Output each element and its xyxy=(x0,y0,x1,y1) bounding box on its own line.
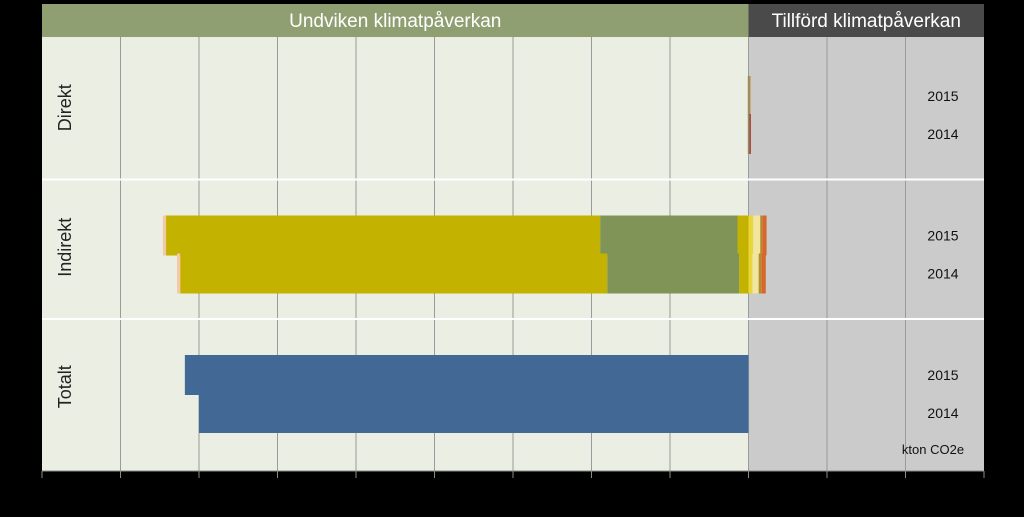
bar-segment xyxy=(753,215,761,256)
year-label: 2015 xyxy=(927,88,958,104)
bar-segment xyxy=(762,215,767,256)
bar-segment xyxy=(607,253,740,294)
header-left-label: Undviken klimatpåverkan xyxy=(289,11,501,32)
group-label: Indirekt xyxy=(55,218,75,277)
group-label: Totalt xyxy=(55,365,75,408)
year-label: 2014 xyxy=(927,266,958,282)
added-area-background xyxy=(748,37,984,471)
header-right-label: Tillförd klimatpåverkan xyxy=(772,11,961,32)
bars xyxy=(162,76,767,433)
chart-header: Undviken klimatpåverkan Tillförd klimatp… xyxy=(289,11,961,32)
bar-segment xyxy=(758,253,762,294)
bar-segment xyxy=(177,253,181,294)
year-label: 2014 xyxy=(927,405,958,421)
bar-segment xyxy=(166,215,601,256)
year-label: 2014 xyxy=(927,126,958,142)
group-label: Direkt xyxy=(55,84,75,131)
unit-label: kton CO2e xyxy=(902,442,964,457)
x-axis xyxy=(41,470,985,478)
bar-segment xyxy=(748,253,753,294)
bar-segment xyxy=(747,76,749,116)
year-label: 2015 xyxy=(927,367,958,383)
bar-segment xyxy=(600,215,738,256)
bar-segment xyxy=(760,215,763,256)
bar-segment xyxy=(748,114,750,154)
header-left-background xyxy=(42,4,749,37)
year-label: 2015 xyxy=(927,228,958,244)
bar-segment xyxy=(761,253,766,294)
group-separators xyxy=(42,178,984,320)
bar-segment xyxy=(162,215,167,256)
labels: kton CO2e Direkt 2015 2014 Indirekt 2015 2014… xyxy=(55,84,964,457)
bar-segment xyxy=(748,76,750,116)
bar-segment xyxy=(749,114,751,154)
bar-segment xyxy=(737,215,749,256)
bar-segment xyxy=(752,253,759,294)
bar-segment xyxy=(180,253,608,294)
bar-segment xyxy=(747,114,749,154)
bar-segment xyxy=(749,76,751,116)
bar-segment xyxy=(748,215,754,256)
header-right-background xyxy=(748,4,984,37)
bar-segment xyxy=(184,355,749,395)
bar-segment xyxy=(199,393,749,433)
bar-segment xyxy=(739,253,749,294)
